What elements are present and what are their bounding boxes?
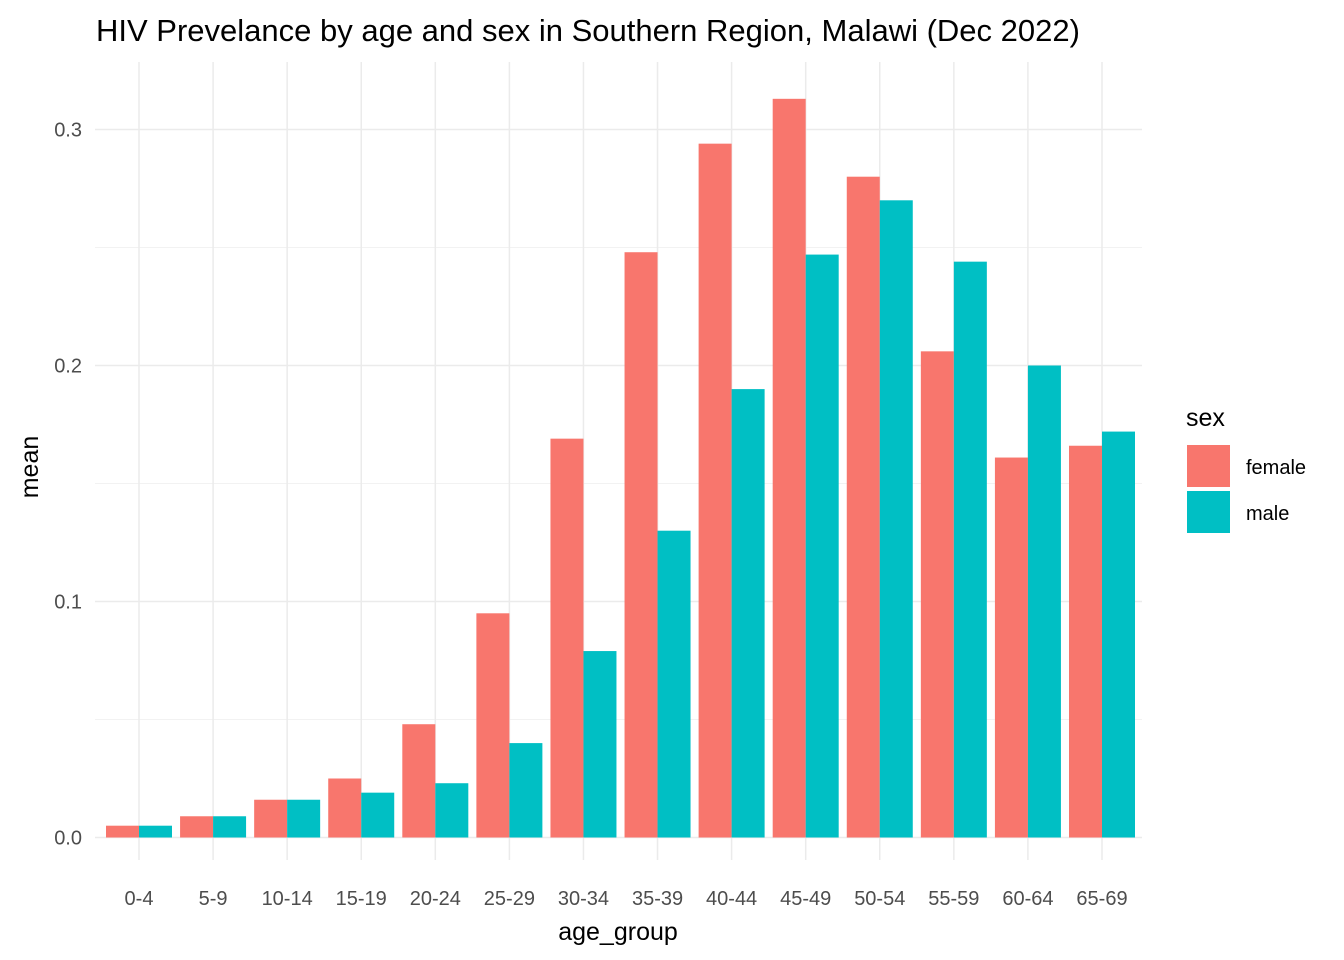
legend: sex female male [1186,404,1306,533]
legend-key-female [1187,445,1230,487]
bar-male [1027,365,1061,838]
bar-female [994,457,1028,838]
x-axis-ticks: 0-4 5-9 10-14 15-19 20-24 25-29 30-34 35-39 40-4… [125,888,1128,910]
bars [106,98,1135,838]
bar-female [624,252,658,838]
bar-male [509,743,543,838]
x-axis-title: age_group [558,918,678,946]
bar-male [583,651,617,838]
x-tick-label: 40-44 [706,888,757,910]
x-tick-label: 30-34 [558,888,609,910]
x-tick-label: 0-4 [125,888,154,910]
bar-female [254,799,288,838]
bar-female [402,724,436,838]
bar-male [879,200,913,838]
y-tick-label: 0.3 [54,120,82,142]
bar-male [213,816,247,838]
legend-title: sex [1186,404,1225,432]
x-tick-label: 45-49 [780,888,831,910]
bar-female [920,351,954,838]
bar-female [106,825,139,838]
y-tick-label: 0.1 [54,592,82,614]
bar-male [731,389,765,838]
x-tick-label: 55-59 [928,888,979,910]
legend-label-male: male [1246,503,1289,525]
x-tick-label: 25-29 [484,888,535,910]
bar-female [772,98,806,838]
bar-female [476,613,510,838]
x-tick-label: 50-54 [854,888,905,910]
bar-male [657,530,691,838]
bar-female [180,816,214,838]
x-tick-label: 5-9 [199,888,228,910]
chart-title: HIV Prevelance by age and sex in Souther… [96,13,1080,48]
x-tick-label: 35-39 [632,888,683,910]
legend-key-male [1187,491,1230,533]
x-tick-label: 65-69 [1076,888,1127,910]
y-axis-ticks: 0.0 0.1 0.2 0.3 [54,120,82,850]
x-tick-label: 15-19 [336,888,387,910]
bar-male [361,792,395,838]
bar-male [805,254,839,838]
bar-female [846,176,880,838]
x-tick-label: 60-64 [1002,888,1053,910]
bar-male [139,825,172,838]
bar-male [435,783,469,838]
bar-male [953,261,987,838]
y-tick-label: 0.0 [54,828,82,850]
legend-label-female: female [1246,457,1306,479]
bar-male [287,799,321,838]
x-tick-label: 10-14 [262,888,313,910]
y-tick-label: 0.2 [54,356,82,378]
bar-female [1069,445,1102,838]
bar-female [328,778,362,838]
y-axis-title: mean [16,436,44,499]
bar-female [698,143,732,838]
bar-female [550,438,584,838]
bar-male [1102,431,1135,838]
x-tick-label: 20-24 [410,888,461,910]
